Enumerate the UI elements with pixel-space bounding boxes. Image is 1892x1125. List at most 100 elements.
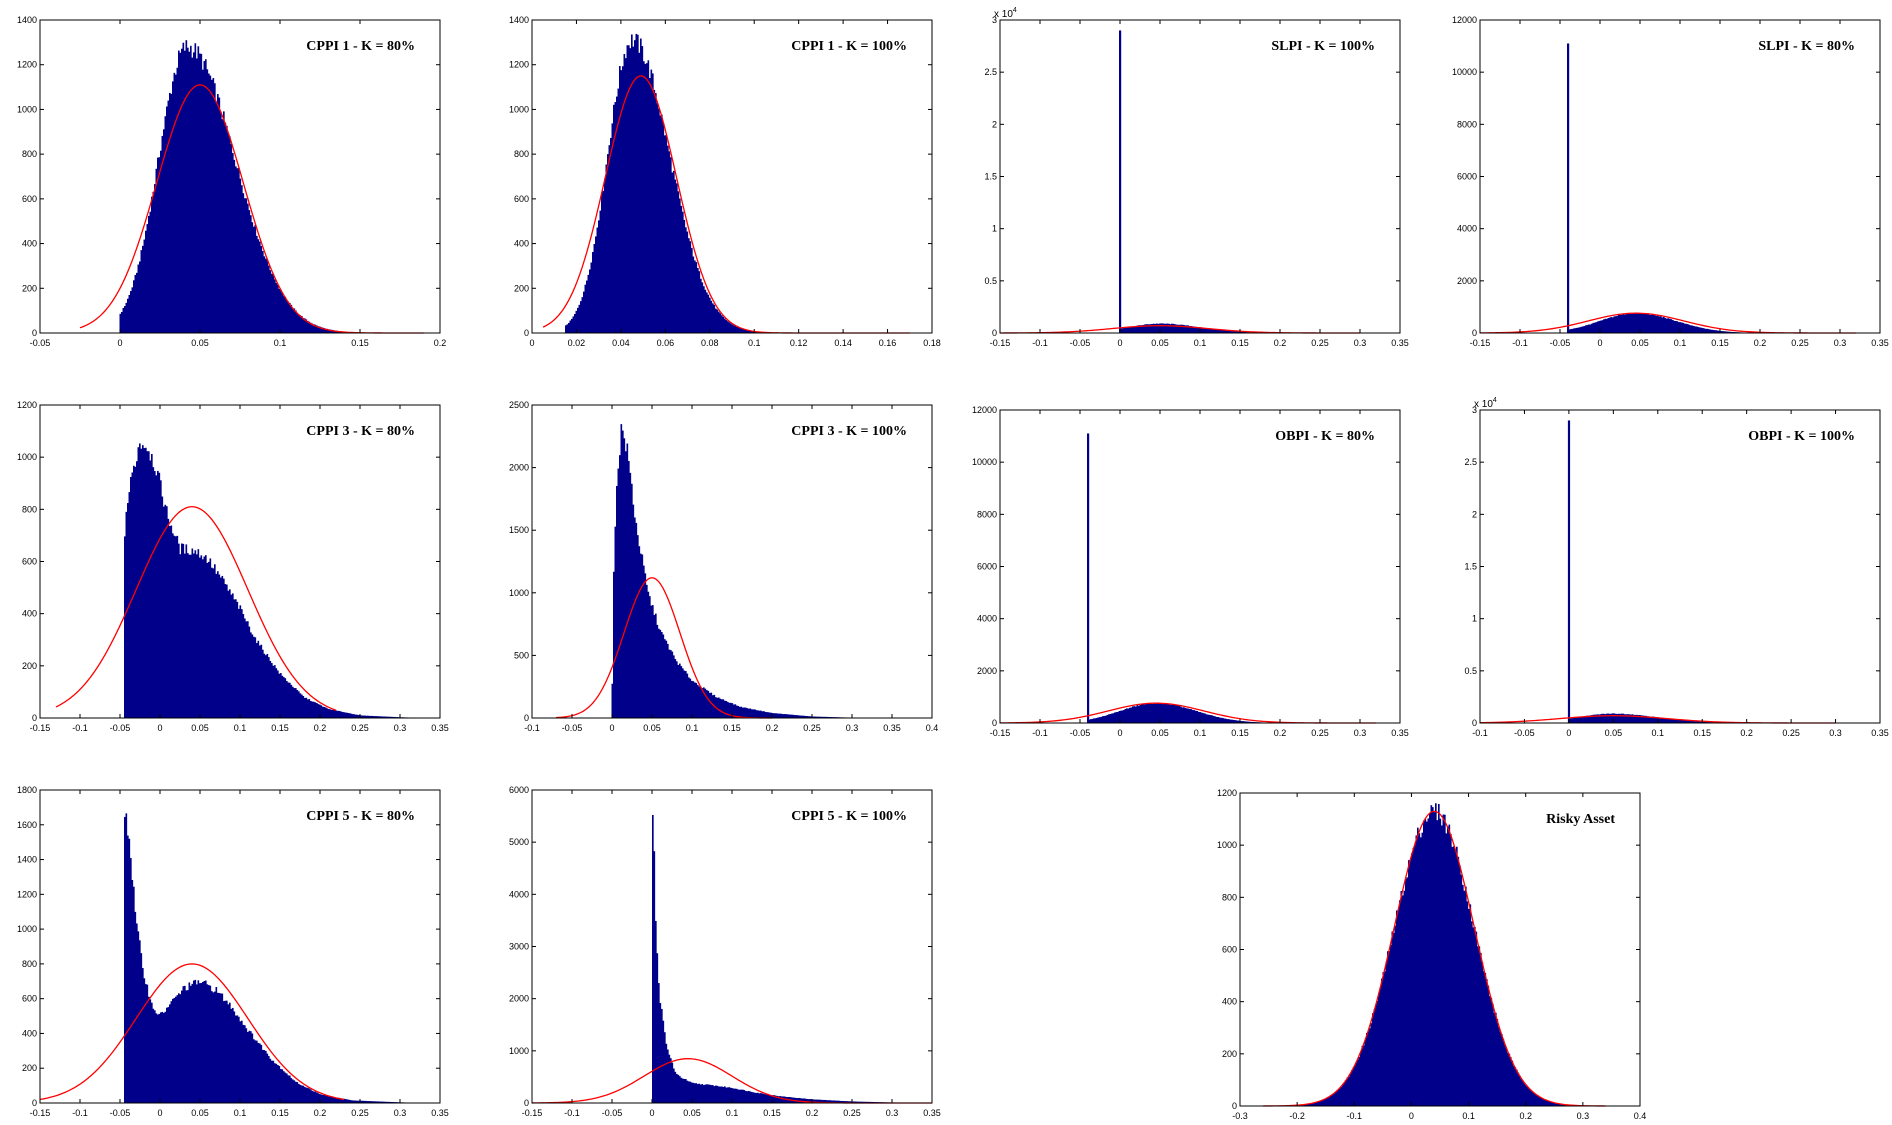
histogram-bar <box>149 999 152 1103</box>
histogram-bar <box>742 1089 744 1103</box>
histogram-bar <box>664 1032 666 1103</box>
histogram-bar <box>1610 317 1613 333</box>
histogram-bar <box>194 550 197 718</box>
histogram-bar <box>1132 706 1134 723</box>
x-tick-label: 0.3 <box>886 1108 899 1118</box>
histogram-bar <box>1195 710 1197 723</box>
histogram-bar <box>719 1086 722 1103</box>
x-tick-label: 0.3 <box>1829 728 1842 738</box>
histogram-bar <box>253 636 255 718</box>
histogram-bar <box>154 184 156 333</box>
histogram-bar <box>362 715 365 718</box>
x-tick-label: -0.1 <box>1472 728 1488 738</box>
histogram-bar <box>1192 326 1194 333</box>
histogram-bar <box>1576 327 1578 333</box>
y-tick-label: 800 <box>514 149 529 159</box>
histogram-bar <box>1697 721 1700 723</box>
histogram-bar <box>158 157 161 333</box>
histogram-bar <box>1603 319 1605 333</box>
histogram-bar <box>788 714 791 718</box>
histogram-bar <box>220 577 222 718</box>
histogram-bar <box>257 1042 260 1103</box>
histogram-bar <box>1235 331 1238 333</box>
x-tick-label: -0.05 <box>110 723 131 733</box>
y-tick-label: 1 <box>992 224 997 234</box>
x-tick-label: -0.1 <box>72 723 88 733</box>
histogram-bar <box>1607 318 1610 333</box>
histogram-bar <box>1393 932 1395 1106</box>
histogram-bar <box>608 145 611 333</box>
histogram-bar <box>1211 328 1214 333</box>
histogram-bar <box>227 133 230 333</box>
histogram-bar <box>1217 329 1220 333</box>
chart-title: CPPI 1 - K = 80% <box>306 39 415 54</box>
histogram-bar <box>1249 721 1251 723</box>
histogram-bar <box>251 634 254 718</box>
histogram-bar <box>1564 1104 1566 1106</box>
histogram-bar <box>1114 712 1116 723</box>
histogram-bar <box>703 1085 705 1103</box>
histogram-bar <box>1619 713 1622 723</box>
histogram-bar <box>277 284 279 333</box>
histogram-bar <box>323 1095 326 1103</box>
histogram-bar <box>760 710 762 718</box>
histogram-bar <box>1364 1039 1367 1106</box>
histogram-bar <box>1655 315 1658 333</box>
histogram-bar <box>1658 717 1661 723</box>
histogram-bar <box>1121 710 1124 723</box>
histogram-bar <box>1690 325 1692 333</box>
histogram-bar <box>1342 1083 1344 1106</box>
histogram-bar <box>305 1087 308 1103</box>
histogram-bar <box>1679 322 1682 333</box>
histogram-bar <box>1139 325 1142 333</box>
histogram-bar <box>1436 820 1439 1106</box>
histogram-bar <box>262 649 264 718</box>
histogram-bar <box>1538 1096 1541 1106</box>
histogram-bar <box>620 424 623 718</box>
histogram-bar <box>172 81 174 333</box>
histogram-bar <box>287 1075 290 1103</box>
normal-fit-curve <box>555 577 773 719</box>
x-tick-label: 0.2 <box>806 1108 819 1118</box>
spike-bar <box>1087 433 1090 723</box>
histogram-bar <box>215 102 218 333</box>
y-tick-label: 1400 <box>509 15 529 25</box>
histogram-bar <box>622 430 624 718</box>
histogram-bar <box>1106 714 1109 723</box>
histogram-bar <box>1388 951 1391 1106</box>
histogram-bar <box>1181 707 1184 723</box>
histogram-bar <box>1700 327 1703 333</box>
histogram-bar <box>295 310 297 333</box>
histogram-bar <box>1405 878 1407 1106</box>
histogram-bar <box>1547 1101 1550 1106</box>
histogram-bar <box>1610 713 1613 723</box>
histogram-bar <box>655 920 657 1103</box>
histogram-bar <box>1231 331 1233 333</box>
histogram-bar <box>679 198 681 333</box>
histogram-bar <box>632 504 635 718</box>
histogram-bar <box>214 991 216 1103</box>
histogram-bar <box>1523 1083 1526 1106</box>
histogram-bar <box>1472 927 1475 1106</box>
histogram-bar <box>322 1094 324 1103</box>
histogram-bar <box>1174 704 1176 723</box>
histogram-bar <box>151 454 153 718</box>
histogram-bar <box>149 211 152 333</box>
histogram-bar <box>652 605 654 718</box>
x-tick-label: -0.15 <box>990 338 1011 348</box>
histogram-bar <box>370 715 372 718</box>
x-tick-label: -0.15 <box>30 1108 51 1118</box>
histogram-bar <box>209 75 212 334</box>
panel-7: -0.15 -0.1 -0.05 0 0.05 0.1 0.15 0.2 0.25 0.3 0.35… <box>972 405 1409 738</box>
histogram-bar <box>1204 713 1206 723</box>
histogram-bar <box>1522 1080 1524 1106</box>
histogram-bar <box>266 1053 269 1103</box>
histogram-bar <box>694 260 696 333</box>
histogram-bar <box>127 835 129 1103</box>
y-tick-label: 2000 <box>977 666 997 676</box>
histogram-bar <box>394 716 396 718</box>
histogram-bar <box>637 535 639 718</box>
histogram-bar <box>769 712 771 718</box>
histogram-bar <box>302 1085 305 1103</box>
histogram-bar <box>739 327 741 333</box>
